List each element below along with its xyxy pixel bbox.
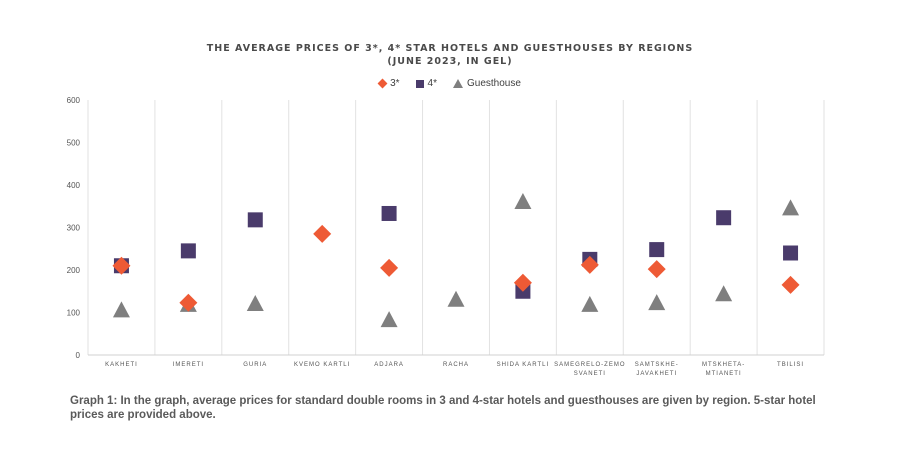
chart-title-line2: (JUNE 2023, IN GEL) bbox=[387, 56, 513, 67]
legend-label-3star: 3* bbox=[390, 78, 400, 89]
chart-title: THE AVERAGE PRICES OF 3*, 4* STAR HOTELS… bbox=[0, 42, 900, 68]
data-point-4star bbox=[783, 245, 799, 261]
scatter-chart: 0 100 200 300 400 500 600 KAKHETI IMERETI GURIA KV… bbox=[67, 96, 825, 377]
data-point-4star bbox=[180, 243, 196, 259]
x-category-label: GURIA bbox=[243, 362, 267, 368]
chart-title-line1: THE AVERAGE PRICES OF 3*, 4* STAR HOTELS… bbox=[206, 43, 694, 54]
data-point-guesthouse bbox=[380, 311, 398, 328]
data-point-guesthouse bbox=[715, 285, 733, 302]
chart-legend: 3* 4* Guesthouse bbox=[0, 78, 900, 89]
data-point-3star bbox=[313, 224, 332, 243]
y-tick-label: 100 bbox=[67, 309, 81, 318]
data-point-guesthouse bbox=[514, 193, 532, 209]
data-point-4star bbox=[247, 212, 263, 228]
y-tick-label: 0 bbox=[76, 351, 81, 360]
data-point-guesthouse bbox=[648, 294, 666, 311]
x-category-label: KAKHETI bbox=[105, 362, 138, 368]
data-point-4star bbox=[716, 210, 732, 226]
data-point-3star bbox=[179, 293, 198, 312]
x-category-label: SAMEGRELO-ZEMO bbox=[554, 362, 625, 368]
y-tick-label: 400 bbox=[67, 181, 81, 190]
x-category-label: IMERETI bbox=[173, 362, 204, 368]
x-category-label: SHIDA KARTLI bbox=[497, 362, 550, 368]
x-category-label: MTIANETI bbox=[706, 371, 742, 377]
data-point-guesthouse bbox=[782, 199, 800, 216]
data-point-3star bbox=[112, 256, 131, 275]
data-point-3star bbox=[513, 273, 532, 292]
data-point-4star bbox=[381, 205, 397, 221]
x-category-label: KVEMO KARTLI bbox=[294, 362, 350, 368]
x-category-label: SAMTSKHE- bbox=[635, 362, 679, 368]
y-tick-label: 600 bbox=[67, 96, 81, 105]
legend-label-guesthouse: Guesthouse bbox=[466, 78, 521, 89]
x-category-label: RACHA bbox=[443, 362, 469, 368]
chart-caption: Graph 1: In the graph, average prices fo… bbox=[70, 395, 816, 421]
legend-item-4star: 4* bbox=[415, 78, 437, 89]
legend-item-3star: 3* bbox=[377, 78, 400, 89]
x-category-label: ADJARA bbox=[374, 362, 404, 368]
data-point-guesthouse bbox=[581, 295, 599, 312]
data-point-3star bbox=[380, 258, 399, 277]
y-tick-label: 200 bbox=[67, 266, 81, 275]
data-point-guesthouse bbox=[246, 295, 264, 311]
square-marker-icon bbox=[415, 79, 424, 88]
data-point-3star bbox=[580, 255, 599, 274]
x-category-label: MTSKHETA- bbox=[702, 362, 745, 368]
x-category-label: TBILISI bbox=[777, 362, 804, 368]
y-tick-label: 500 bbox=[67, 139, 81, 148]
x-category-label: JAVAKHETI bbox=[636, 371, 677, 377]
data-point-3star bbox=[647, 260, 666, 279]
legend-label-4star: 4* bbox=[427, 78, 437, 89]
data-point-guesthouse bbox=[112, 301, 130, 318]
x-category-label: SVANETI bbox=[574, 371, 606, 377]
data-point-4star bbox=[649, 242, 665, 258]
data-point-3star bbox=[781, 275, 800, 294]
triangle-marker-icon bbox=[452, 79, 463, 88]
legend-item-guesthouse: Guesthouse bbox=[452, 78, 521, 89]
data-point-guesthouse bbox=[447, 290, 465, 307]
y-tick-label: 300 bbox=[67, 224, 81, 233]
